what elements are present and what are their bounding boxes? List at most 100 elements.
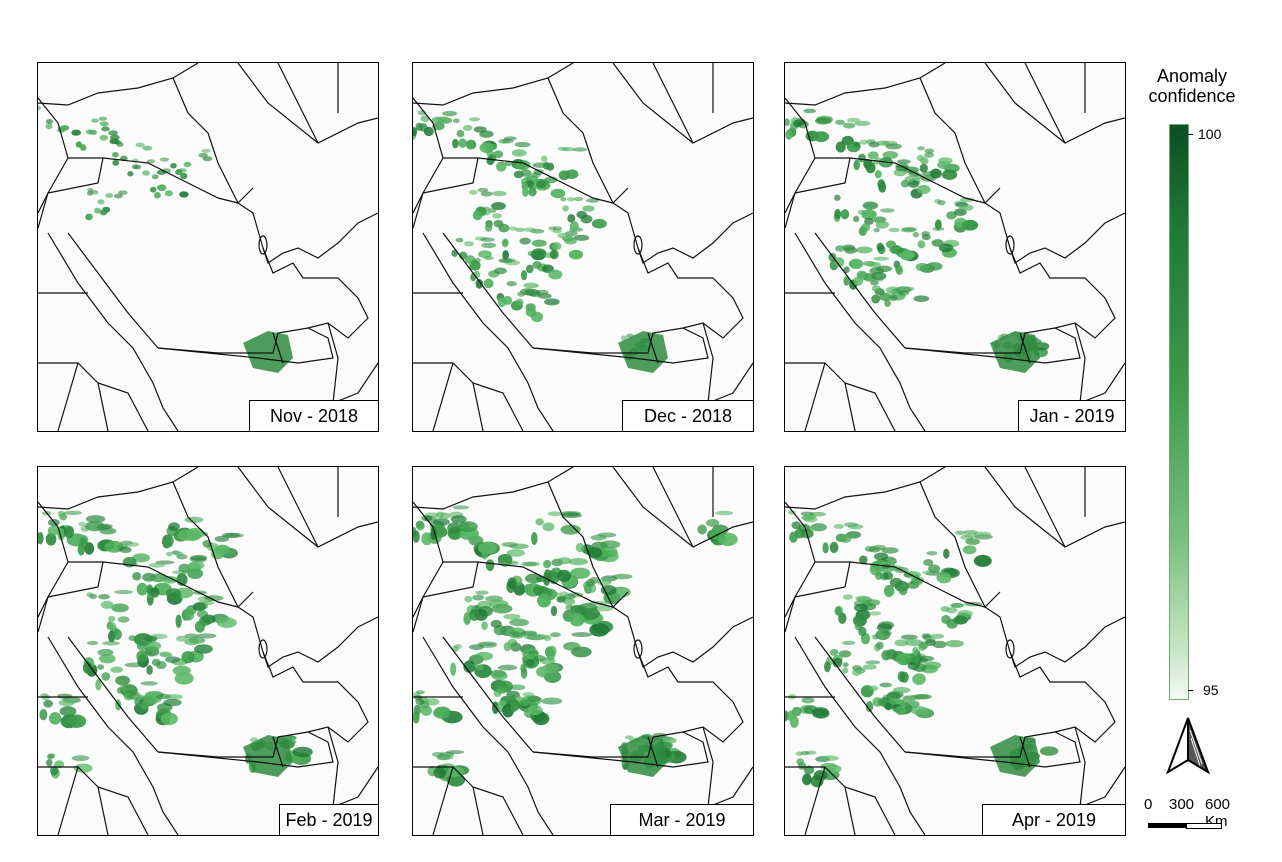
anomaly-patch <box>179 191 189 198</box>
country-border <box>849 157 986 204</box>
anomaly-patch <box>569 221 579 232</box>
anomaly-patch <box>548 269 563 280</box>
country-border <box>38 467 199 510</box>
anomaly-patch <box>98 593 110 600</box>
anomaly-patch <box>468 189 478 195</box>
anomaly-patch <box>111 151 119 158</box>
anomaly-patch <box>119 685 127 692</box>
anomaly-patch <box>514 141 531 148</box>
country-border <box>432 362 454 431</box>
anomaly-patch <box>946 607 958 614</box>
anomaly-patch <box>524 583 533 594</box>
anomaly-patch <box>853 276 863 286</box>
anomaly-patch <box>965 538 981 545</box>
country-border <box>919 481 1001 609</box>
anomaly-patch <box>905 252 916 258</box>
anomaly-patch <box>934 219 942 230</box>
map-canvas <box>785 467 1125 835</box>
anomaly-patch <box>905 700 920 708</box>
anomaly-patch <box>871 285 881 292</box>
anomaly-patch <box>183 161 192 168</box>
anomaly-patch <box>509 630 520 635</box>
anomaly-patch <box>452 118 460 123</box>
anomaly-patch <box>585 578 595 587</box>
country-border <box>422 232 554 431</box>
anomaly-patch <box>600 540 621 549</box>
anomaly-patch <box>562 205 569 212</box>
anomaly-patch <box>483 256 494 261</box>
anomaly-patch <box>898 586 908 596</box>
anomaly-patch <box>943 548 950 559</box>
country-border <box>272 332 284 364</box>
anomaly-patch <box>531 248 547 258</box>
country-border <box>413 63 574 106</box>
anomaly-patch <box>812 708 830 719</box>
country-border <box>785 63 946 106</box>
anomaly-patch <box>961 220 978 231</box>
anomaly-patch <box>192 602 207 612</box>
anomaly-patch <box>813 770 828 781</box>
country-border <box>702 322 753 404</box>
anomaly-patch <box>533 655 546 662</box>
anomaly-patch <box>509 543 529 549</box>
anomaly-patch <box>801 697 815 704</box>
anomaly-patch <box>202 156 213 162</box>
country-border <box>422 636 554 835</box>
anomaly-patch <box>132 571 142 581</box>
anomaly-patch <box>598 546 618 558</box>
anomaly-patch <box>483 278 494 289</box>
anomaly-patch <box>930 168 942 179</box>
anomaly-patch <box>585 198 600 203</box>
anomaly-patch <box>447 522 462 534</box>
anomaly-patch <box>875 565 884 572</box>
anomaly-patch <box>159 157 170 162</box>
anomaly-patch <box>842 667 849 674</box>
anomaly-patch <box>562 597 576 606</box>
anomaly-patch <box>885 143 902 150</box>
anomaly-patch <box>899 671 909 683</box>
anomaly-patch <box>883 571 894 580</box>
anomaly-patch <box>884 702 892 711</box>
country-border <box>849 561 986 608</box>
anomaly-patch <box>846 117 861 123</box>
anomaly-patch <box>892 686 911 694</box>
anomaly-patch <box>155 660 167 670</box>
anomaly-patch <box>184 638 199 646</box>
anomaly-patch <box>897 248 906 253</box>
anomaly-patch <box>425 698 440 706</box>
country-border <box>547 481 629 609</box>
anomaly-patch <box>531 532 538 546</box>
anomaly-patch <box>842 662 849 668</box>
anomaly-patch <box>552 242 562 251</box>
anomaly-patch <box>115 675 131 686</box>
anomaly-patch <box>39 709 48 721</box>
anomaly-patch <box>917 642 927 651</box>
anomaly-patch <box>879 208 895 213</box>
anomaly-patch <box>558 591 570 597</box>
country-border <box>413 362 524 431</box>
anomaly-patch <box>876 140 890 146</box>
anomaly-patch <box>148 562 166 568</box>
anomaly-patch <box>528 650 539 655</box>
panel-date-label: Dec - 2018 <box>622 400 753 431</box>
anomaly-patch <box>46 759 53 767</box>
anomaly-patch <box>802 514 817 520</box>
anomaly-patch <box>521 631 537 637</box>
anomaly-patch <box>75 141 82 148</box>
anomaly-patch <box>523 282 539 289</box>
anomaly-patch <box>587 547 603 559</box>
country-border <box>1019 736 1031 768</box>
panel-date-label: Jan - 2019 <box>1018 400 1125 431</box>
anomaly-patch <box>568 249 584 260</box>
anomaly-patch <box>875 571 883 580</box>
anomaly-patch <box>163 534 174 548</box>
anomaly-patch <box>63 526 74 539</box>
country-border <box>794 157 851 194</box>
anomaly-patch <box>184 609 195 621</box>
anomaly-patch <box>481 551 489 560</box>
country-border <box>1024 467 1066 548</box>
anomaly-patch <box>463 660 476 673</box>
country-border <box>97 382 109 431</box>
anomaly-patch <box>522 654 530 661</box>
country-border <box>172 77 254 205</box>
